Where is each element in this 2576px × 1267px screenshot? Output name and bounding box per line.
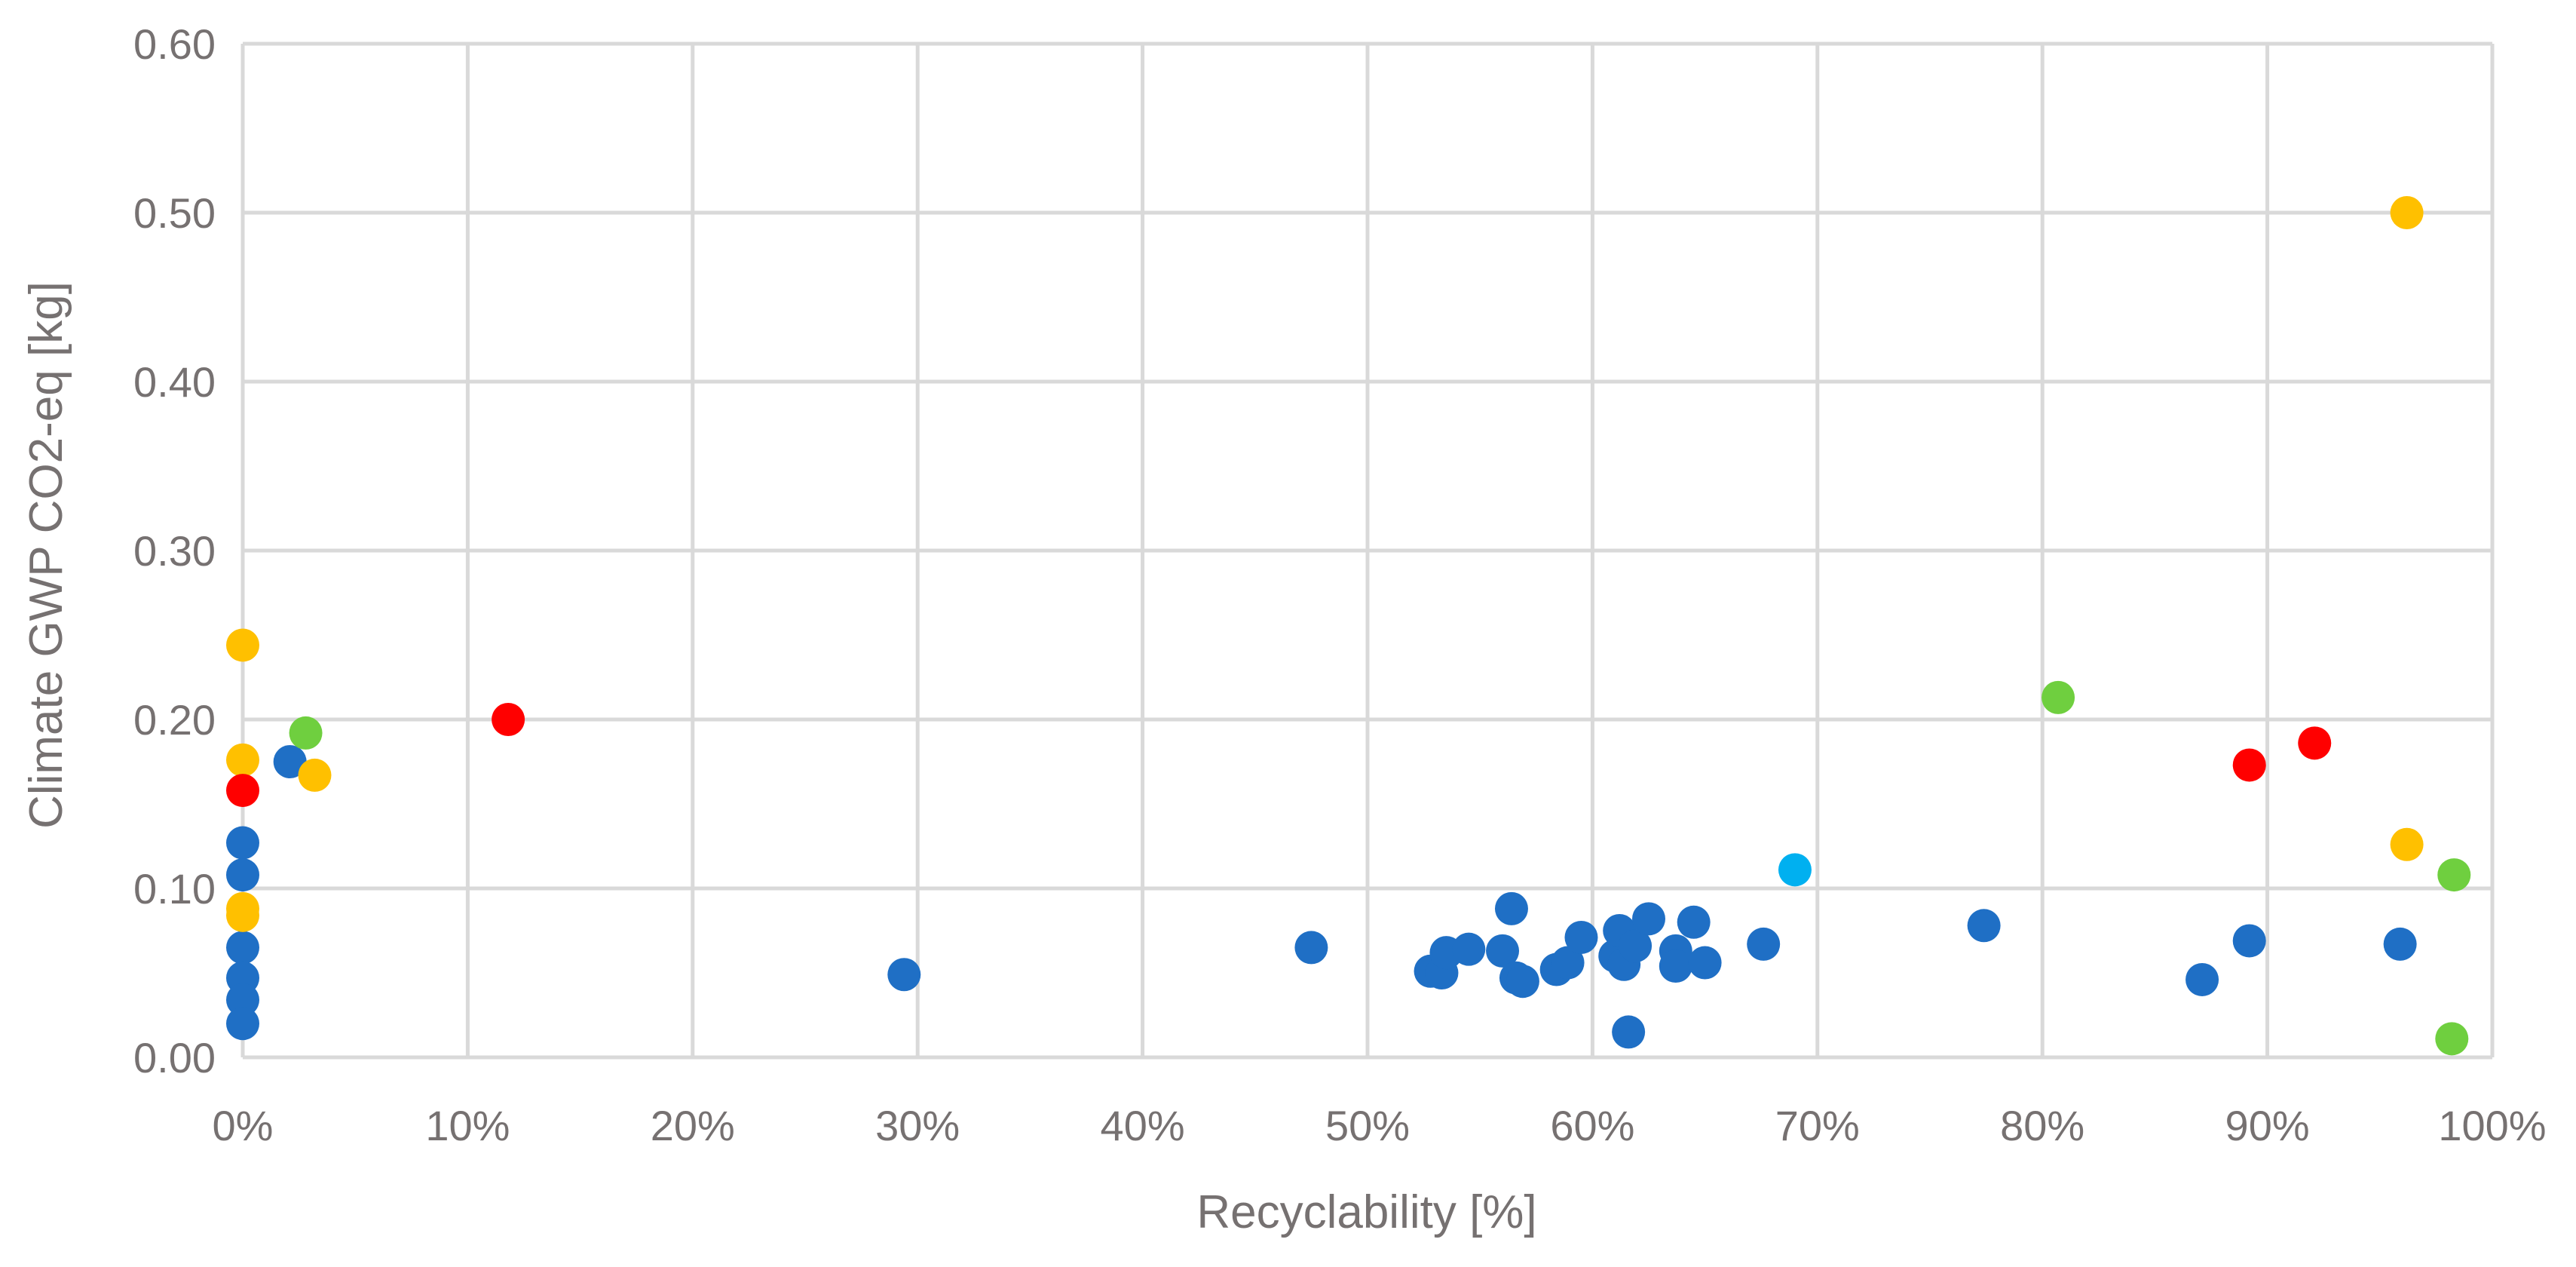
data-point <box>2437 858 2471 892</box>
data-point <box>298 758 332 792</box>
data-point <box>1632 902 1665 936</box>
data-point <box>1452 932 1486 966</box>
x-tick-label: 90% <box>2225 1102 2310 1149</box>
y-axis-title: Climate GWP CO2-eq [kg] <box>20 281 72 829</box>
data-point <box>2185 962 2219 996</box>
x-tick-label: 70% <box>1775 1102 1860 1149</box>
data-point <box>226 628 259 662</box>
data-point <box>289 716 323 750</box>
y-axis-tick-labels: 0.00 0.10 0.20 0.30 0.40 0.50 0.60 <box>133 20 216 1081</box>
grid-lines <box>240 41 2495 1060</box>
data-point <box>2383 927 2417 961</box>
data-point <box>226 774 259 808</box>
data-point <box>2435 1022 2469 1056</box>
data-point <box>1659 949 1692 983</box>
data-point <box>226 1007 259 1041</box>
y-tick-label: 0.40 <box>133 358 216 406</box>
data-point <box>2232 924 2266 958</box>
data-point <box>1677 905 1711 939</box>
x-tick-label: 30% <box>875 1102 960 1149</box>
data-point <box>1747 927 1781 961</box>
x-tick-label: 80% <box>2000 1102 2084 1149</box>
data-point <box>226 743 259 777</box>
data-point <box>1551 946 1585 980</box>
data-point <box>1778 853 1812 887</box>
data-point <box>226 931 259 965</box>
y-tick-label: 0.50 <box>133 189 216 237</box>
y-tick-label: 0.00 <box>133 1034 216 1081</box>
x-axis-title: Recyclability [%] <box>1196 1186 1536 1238</box>
data-point <box>492 703 525 736</box>
x-tick-label: 100% <box>2438 1102 2546 1149</box>
data-point <box>1612 1015 1646 1049</box>
data-point <box>273 745 307 778</box>
x-tick-label: 0% <box>213 1102 274 1149</box>
data-point <box>1505 965 1539 999</box>
x-tick-label: 40% <box>1101 1102 1185 1149</box>
y-tick-label: 0.60 <box>133 20 216 68</box>
data-point <box>1619 929 1652 963</box>
y-tick-label: 0.10 <box>133 865 216 913</box>
x-tick-label: 10% <box>425 1102 510 1149</box>
data-points <box>226 196 2471 1056</box>
data-point <box>226 826 259 860</box>
data-point <box>887 958 921 992</box>
data-point <box>226 858 259 892</box>
data-point <box>1494 891 1528 925</box>
data-point <box>2298 726 2332 760</box>
data-point <box>2390 196 2424 229</box>
x-tick-label: 50% <box>1325 1102 1410 1149</box>
x-tick-label: 20% <box>651 1102 735 1149</box>
data-point <box>2390 827 2424 861</box>
data-point <box>2232 748 2266 782</box>
data-point <box>2042 680 2075 714</box>
data-point <box>1688 946 1722 980</box>
data-point <box>1564 920 1598 954</box>
y-tick-label: 0.20 <box>133 696 216 744</box>
data-point <box>226 898 259 932</box>
data-point <box>1967 909 2001 943</box>
y-tick-label: 0.30 <box>133 527 216 575</box>
data-point <box>1294 931 1328 965</box>
data-point <box>1486 934 1520 968</box>
data-point <box>226 983 259 1017</box>
x-tick-label: 60% <box>1550 1102 1634 1149</box>
x-axis-tick-labels: 0% 10% 20% 30% 40% 50% 60% 70% 80% 90% 100% <box>213 1102 2547 1149</box>
